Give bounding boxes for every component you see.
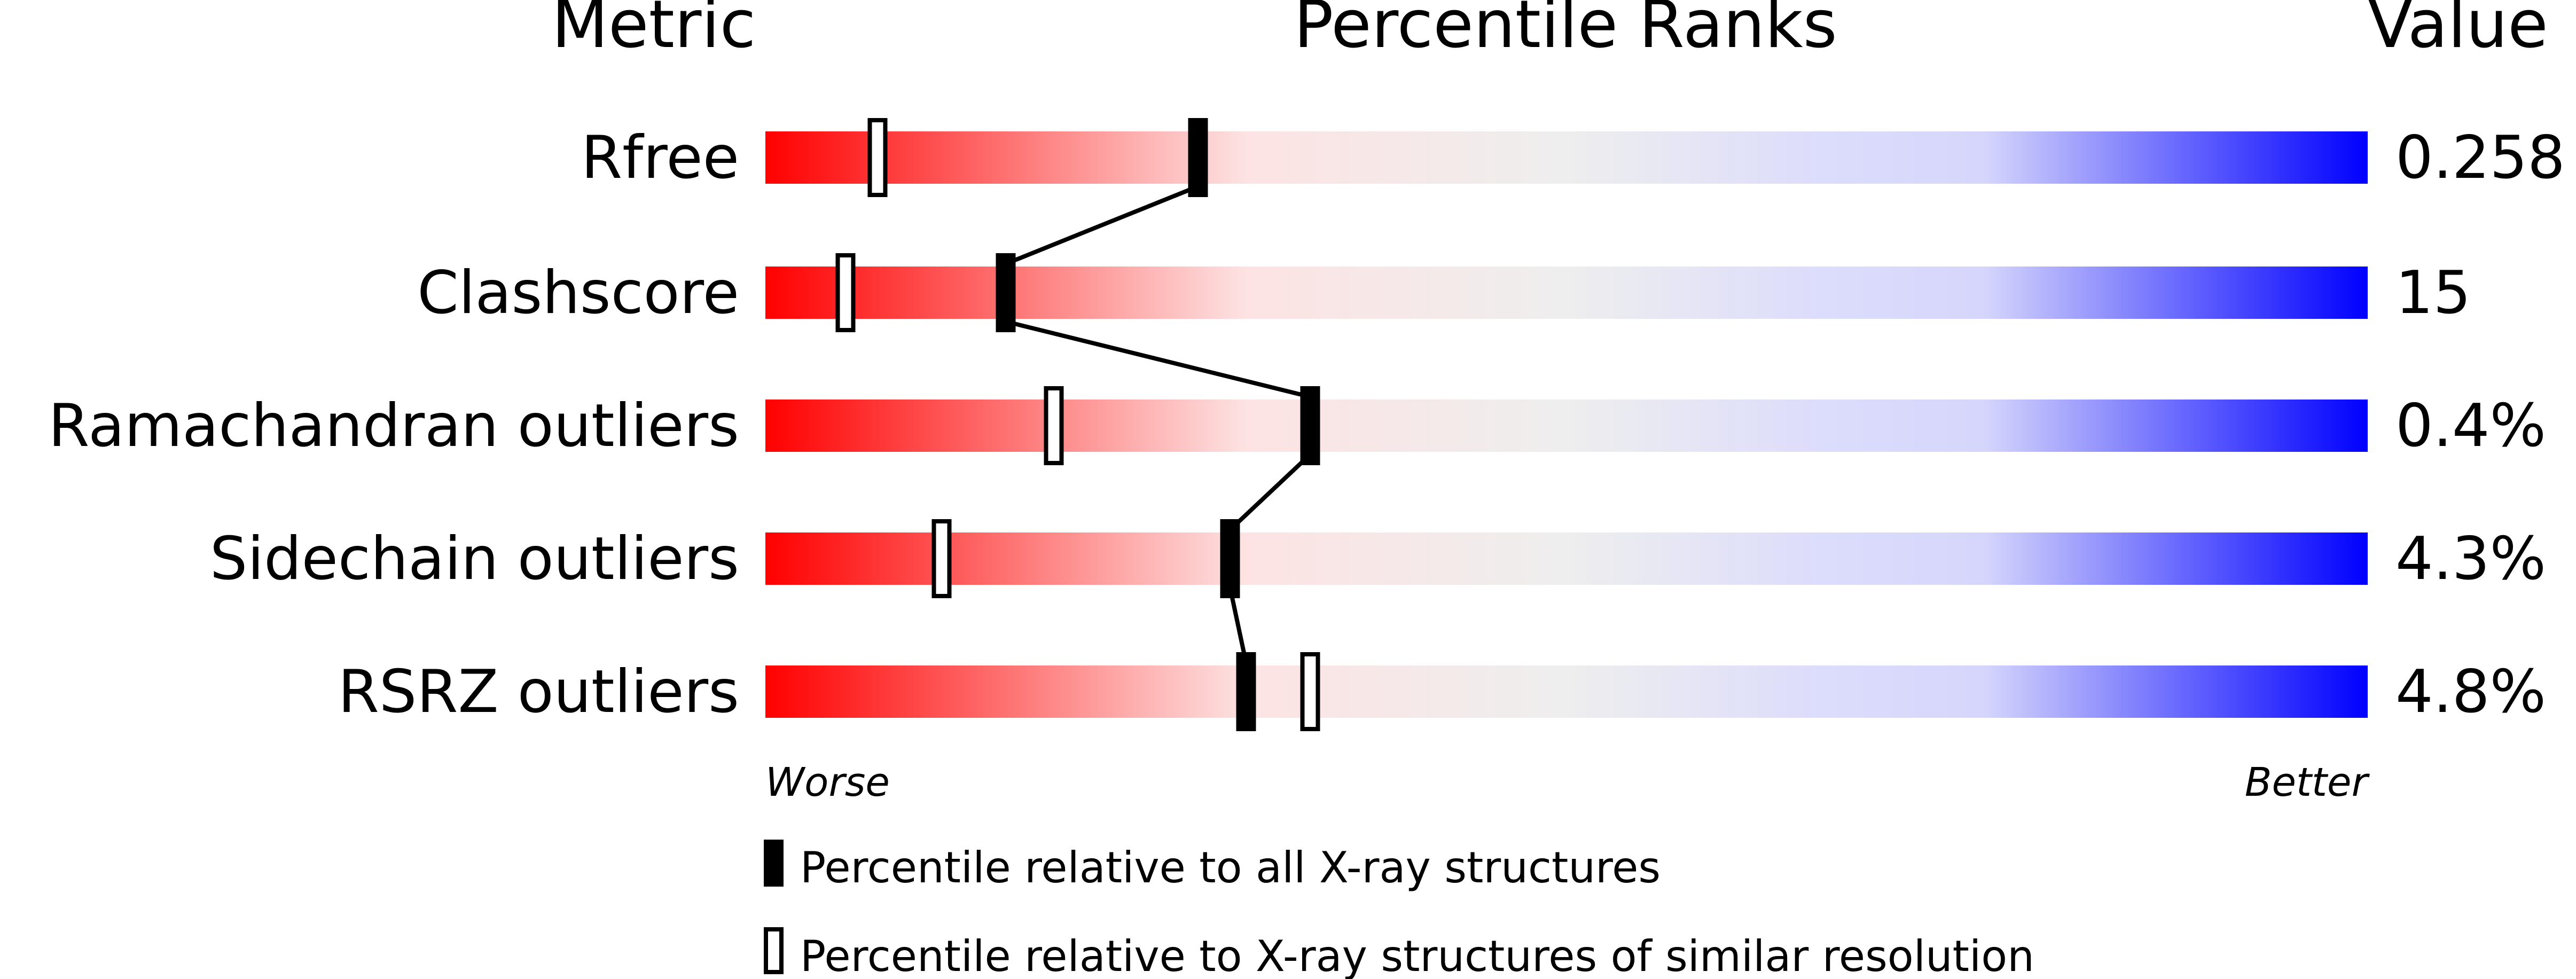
marker-similar-resolution	[1044, 386, 1064, 465]
metric-label: Sidechain outliers	[210, 524, 739, 593]
legend-label-all: Percentile relative to all X-ray structu…	[800, 843, 1661, 892]
marker-all-structures	[1220, 519, 1240, 598]
legend-label-similar: Percentile relative to X-ray structures …	[800, 931, 2034, 979]
connector-line	[1005, 184, 1199, 266]
percentile-bar	[765, 400, 2368, 452]
header-metric: Metric	[552, 0, 756, 63]
metric-value: 0.258	[2395, 123, 2565, 192]
metric-label: Clashscore	[417, 259, 739, 327]
axis-label-worse: Worse	[765, 759, 890, 805]
metric-value: 4.8%	[2395, 657, 2546, 726]
marker-all-structures	[1188, 118, 1208, 197]
marker-similar-resolution	[1300, 652, 1320, 731]
connector-line	[1228, 453, 1312, 531]
percentile-bar	[765, 532, 2368, 585]
marker-all-structures	[996, 253, 1016, 332]
axis-label-better: Better	[2245, 759, 2370, 805]
metric-label: Ramachandran outliers	[48, 391, 739, 460]
legend-open-marker	[764, 927, 784, 974]
metric-value: 0.4%	[2395, 391, 2546, 460]
metric-label: RSRZ outliers	[338, 657, 739, 726]
marker-similar-resolution	[835, 253, 856, 332]
marker-all-structures	[1300, 386, 1320, 465]
legend-filled-marker	[764, 840, 784, 887]
marker-all-structures	[1236, 652, 1256, 731]
metric-label: Rfree	[581, 123, 739, 192]
percentile-bar	[765, 131, 2368, 184]
percentile-bar	[765, 267, 2368, 319]
connector-line	[1005, 319, 1311, 399]
metric-value: 15	[2395, 259, 2471, 327]
percentile-bar	[765, 665, 2368, 718]
metric-value: 4.3%	[2395, 524, 2546, 593]
marker-similar-resolution	[931, 519, 952, 598]
marker-similar-resolution	[867, 118, 888, 197]
connector-line	[1228, 587, 1248, 663]
header-value: Value	[2368, 0, 2548, 63]
header-percentile-ranks: Percentile Ranks	[1294, 0, 1837, 63]
